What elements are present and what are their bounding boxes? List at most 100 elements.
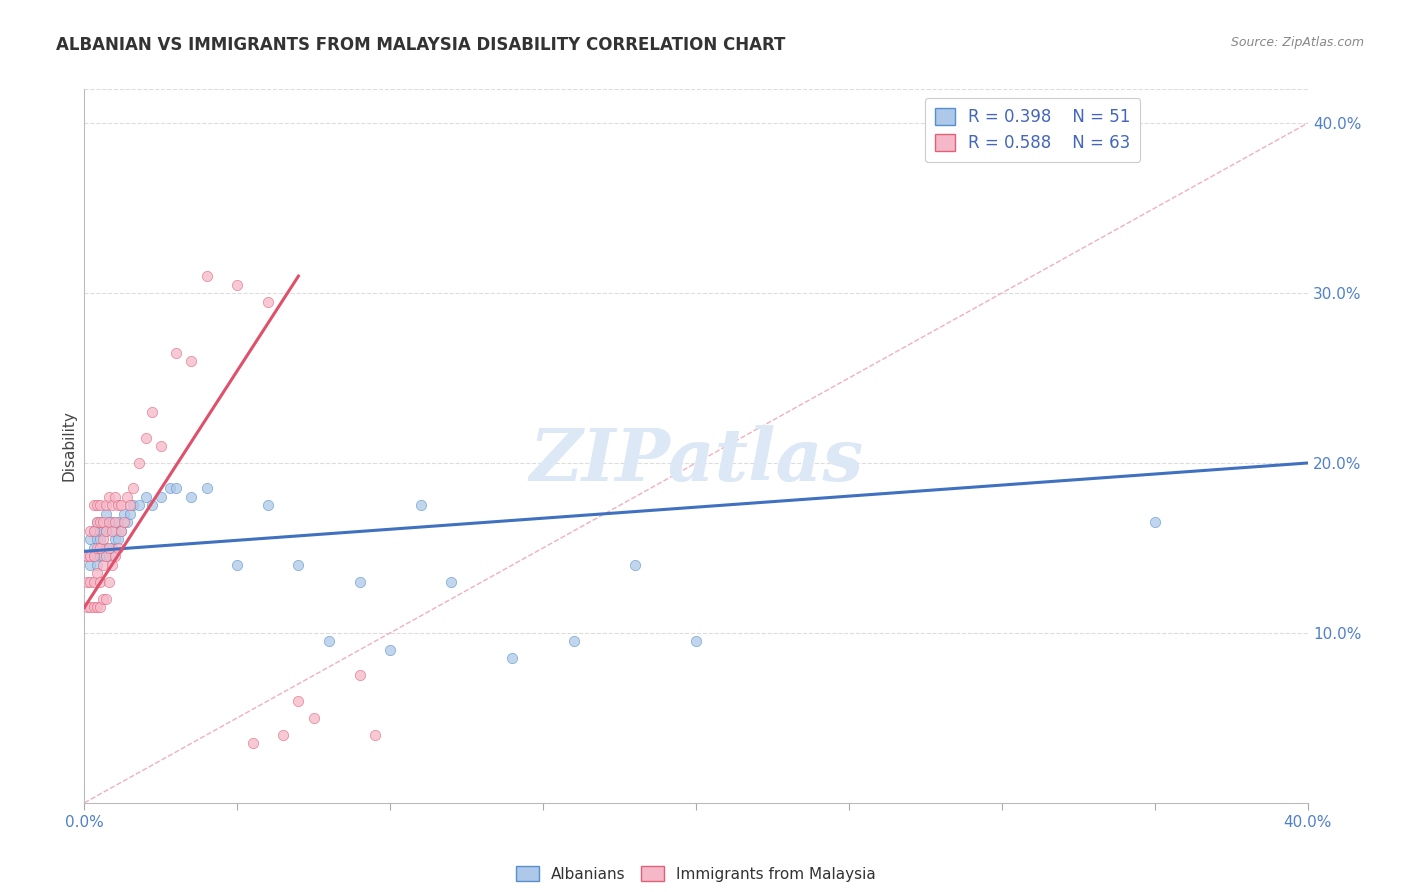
Point — [115, 490, 138, 504]
Point — [149, 490, 172, 504]
Point — [94, 499, 117, 513]
Point — [76, 574, 98, 589]
Point — [110, 524, 132, 538]
Point — [107, 499, 129, 513]
Point — [120, 499, 142, 513]
Point — [83, 541, 105, 555]
Point — [76, 549, 98, 564]
Text: ALBANIAN VS IMMIGRANTS FROM MALAYSIA DISABILITY CORRELATION CHART: ALBANIAN VS IMMIGRANTS FROM MALAYSIA DIS… — [56, 36, 786, 54]
Text: Source: ZipAtlas.com: Source: ZipAtlas.com — [1230, 36, 1364, 49]
Point — [128, 456, 150, 470]
Point — [364, 728, 387, 742]
Point — [159, 482, 181, 496]
Point — [440, 574, 463, 589]
Point — [97, 516, 120, 530]
Point — [94, 507, 117, 521]
Point — [91, 558, 114, 572]
Point — [135, 430, 157, 444]
Point — [94, 591, 117, 606]
Point — [79, 533, 101, 547]
Point — [195, 482, 218, 496]
Point — [104, 533, 127, 547]
Point — [86, 600, 108, 615]
Point — [86, 533, 108, 547]
Point — [195, 269, 218, 284]
Point — [86, 558, 108, 572]
Point — [101, 516, 124, 530]
Point — [91, 533, 114, 547]
Point — [226, 558, 249, 572]
Point — [110, 499, 132, 513]
Point — [349, 668, 371, 682]
Point — [89, 516, 111, 530]
Point — [165, 482, 187, 496]
Point — [79, 558, 101, 572]
Point — [318, 634, 340, 648]
Point — [76, 549, 98, 564]
Point — [120, 507, 142, 521]
Point — [86, 541, 108, 555]
Point — [165, 345, 187, 359]
Point — [302, 711, 325, 725]
Point — [94, 541, 117, 555]
Point — [1143, 516, 1166, 530]
Point — [86, 516, 108, 530]
Point — [141, 499, 163, 513]
Point — [135, 490, 157, 504]
Point — [97, 574, 120, 589]
Point — [91, 549, 114, 564]
Point — [562, 634, 585, 648]
Point — [409, 499, 432, 513]
Point — [104, 516, 127, 530]
Y-axis label: Disability: Disability — [60, 410, 76, 482]
Point — [149, 439, 172, 453]
Point — [107, 541, 129, 555]
Point — [115, 516, 138, 530]
Point — [91, 516, 114, 530]
Point — [112, 516, 135, 530]
Point — [257, 294, 280, 309]
Point — [122, 499, 145, 513]
Point — [104, 549, 127, 564]
Point — [86, 499, 108, 513]
Point — [89, 574, 111, 589]
Point — [83, 524, 105, 538]
Point — [101, 541, 124, 555]
Point — [180, 354, 202, 368]
Point — [112, 507, 135, 521]
Point — [624, 558, 647, 572]
Text: ZIPatlas: ZIPatlas — [529, 425, 863, 496]
Point — [79, 549, 101, 564]
Point — [502, 651, 524, 665]
Point — [89, 549, 111, 564]
Point — [94, 549, 117, 564]
Point — [89, 600, 111, 615]
Point — [79, 574, 101, 589]
Point — [110, 524, 132, 538]
Point — [287, 694, 309, 708]
Point — [89, 499, 111, 513]
Point — [91, 591, 114, 606]
Point — [101, 558, 124, 572]
Point — [128, 499, 150, 513]
Point — [79, 524, 101, 538]
Point — [97, 541, 120, 555]
Point — [104, 524, 127, 538]
Point — [349, 574, 371, 589]
Point — [89, 541, 111, 555]
Point — [271, 728, 294, 742]
Point — [79, 600, 101, 615]
Point — [97, 549, 120, 564]
Point — [287, 558, 309, 572]
Point — [141, 405, 163, 419]
Point — [257, 499, 280, 513]
Point — [86, 566, 108, 581]
Point — [83, 499, 105, 513]
Point — [86, 516, 108, 530]
Point — [94, 524, 117, 538]
Point — [89, 533, 111, 547]
Point — [180, 490, 202, 504]
Point — [83, 574, 105, 589]
Point — [83, 600, 105, 615]
Point — [83, 549, 105, 564]
